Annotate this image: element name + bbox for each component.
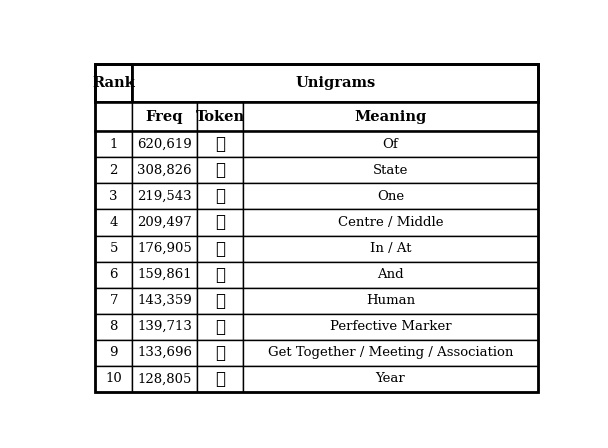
Bar (95, 64, 133, 102)
Bar (95, 102, 133, 131)
Bar (243, 236, 538, 262)
Bar (243, 314, 538, 340)
Bar (133, 314, 197, 340)
Bar (243, 102, 538, 131)
Text: Freq: Freq (146, 110, 184, 124)
Bar (95, 131, 133, 157)
Bar (243, 288, 538, 314)
Text: Rank: Rank (92, 76, 135, 90)
Text: Year: Year (376, 372, 406, 385)
Bar (197, 236, 243, 262)
Text: Token: Token (195, 110, 244, 124)
Bar (95, 366, 133, 392)
Bar (133, 131, 197, 157)
Text: 9: 9 (109, 346, 118, 359)
Bar (133, 102, 197, 131)
Bar (133, 366, 197, 392)
Bar (95, 236, 133, 262)
Bar (197, 314, 243, 340)
Text: 308,826: 308,826 (137, 164, 192, 177)
Text: 年: 年 (215, 370, 225, 388)
Bar (133, 236, 197, 262)
Text: 219,543: 219,543 (137, 190, 192, 203)
Text: 7: 7 (109, 294, 118, 307)
Text: Unigrams: Unigrams (295, 76, 375, 90)
Text: Centre / Middle: Centre / Middle (338, 216, 443, 229)
Text: 5: 5 (109, 242, 118, 255)
Text: 4: 4 (109, 216, 118, 229)
Text: 133,696: 133,696 (137, 346, 192, 359)
Text: Human: Human (366, 294, 415, 307)
Text: 143,359: 143,359 (137, 294, 192, 307)
Bar (243, 210, 538, 236)
Text: 在: 在 (215, 240, 225, 258)
Bar (95, 314, 133, 340)
Bar (133, 183, 197, 210)
Text: Perfective Marker: Perfective Marker (330, 320, 451, 333)
Bar (197, 340, 243, 366)
Bar (95, 288, 133, 314)
Bar (197, 157, 243, 183)
Text: 620,619: 620,619 (137, 138, 192, 151)
Text: 人: 人 (215, 292, 225, 310)
Bar (243, 262, 538, 288)
Text: 209,497: 209,497 (137, 216, 192, 229)
Bar (197, 288, 243, 314)
Bar (197, 210, 243, 236)
Text: 159,861: 159,861 (137, 268, 192, 281)
Text: Of: Of (382, 138, 398, 151)
Bar (243, 340, 538, 366)
Bar (95, 340, 133, 366)
Text: 会: 会 (215, 344, 225, 362)
Text: 2: 2 (109, 164, 118, 177)
Bar (133, 210, 197, 236)
Text: 一: 一 (215, 187, 225, 206)
Text: Get Together / Meeting / Association: Get Together / Meeting / Association (268, 346, 513, 359)
Text: In / At: In / At (370, 242, 411, 255)
Text: 139,713: 139,713 (137, 320, 192, 333)
Bar (133, 64, 538, 102)
Bar (243, 157, 538, 183)
Bar (197, 131, 243, 157)
Bar (197, 183, 243, 210)
Text: 10: 10 (105, 372, 122, 385)
Text: 6: 6 (109, 268, 118, 281)
Bar (95, 157, 133, 183)
Bar (197, 262, 243, 288)
Bar (133, 340, 197, 366)
Text: 1: 1 (109, 138, 118, 151)
Text: 国: 国 (215, 161, 225, 179)
Text: 和: 和 (215, 266, 225, 284)
Bar (243, 366, 538, 392)
Text: And: And (377, 268, 404, 281)
Bar (197, 102, 243, 131)
Text: 128,805: 128,805 (137, 372, 192, 385)
Text: One: One (377, 190, 404, 203)
Text: 中: 中 (215, 214, 225, 232)
Text: 8: 8 (109, 320, 118, 333)
Bar (95, 183, 133, 210)
Bar (95, 262, 133, 288)
Text: 176,905: 176,905 (137, 242, 192, 255)
Bar (133, 288, 197, 314)
Text: 3: 3 (109, 190, 118, 203)
Bar (133, 157, 197, 183)
Bar (243, 183, 538, 210)
Bar (243, 131, 538, 157)
Text: 了: 了 (215, 318, 225, 336)
Text: State: State (373, 164, 408, 177)
Text: 的: 的 (215, 135, 225, 153)
Bar (95, 210, 133, 236)
Bar (197, 366, 243, 392)
Text: Meaning: Meaning (354, 110, 427, 124)
Bar (133, 262, 197, 288)
